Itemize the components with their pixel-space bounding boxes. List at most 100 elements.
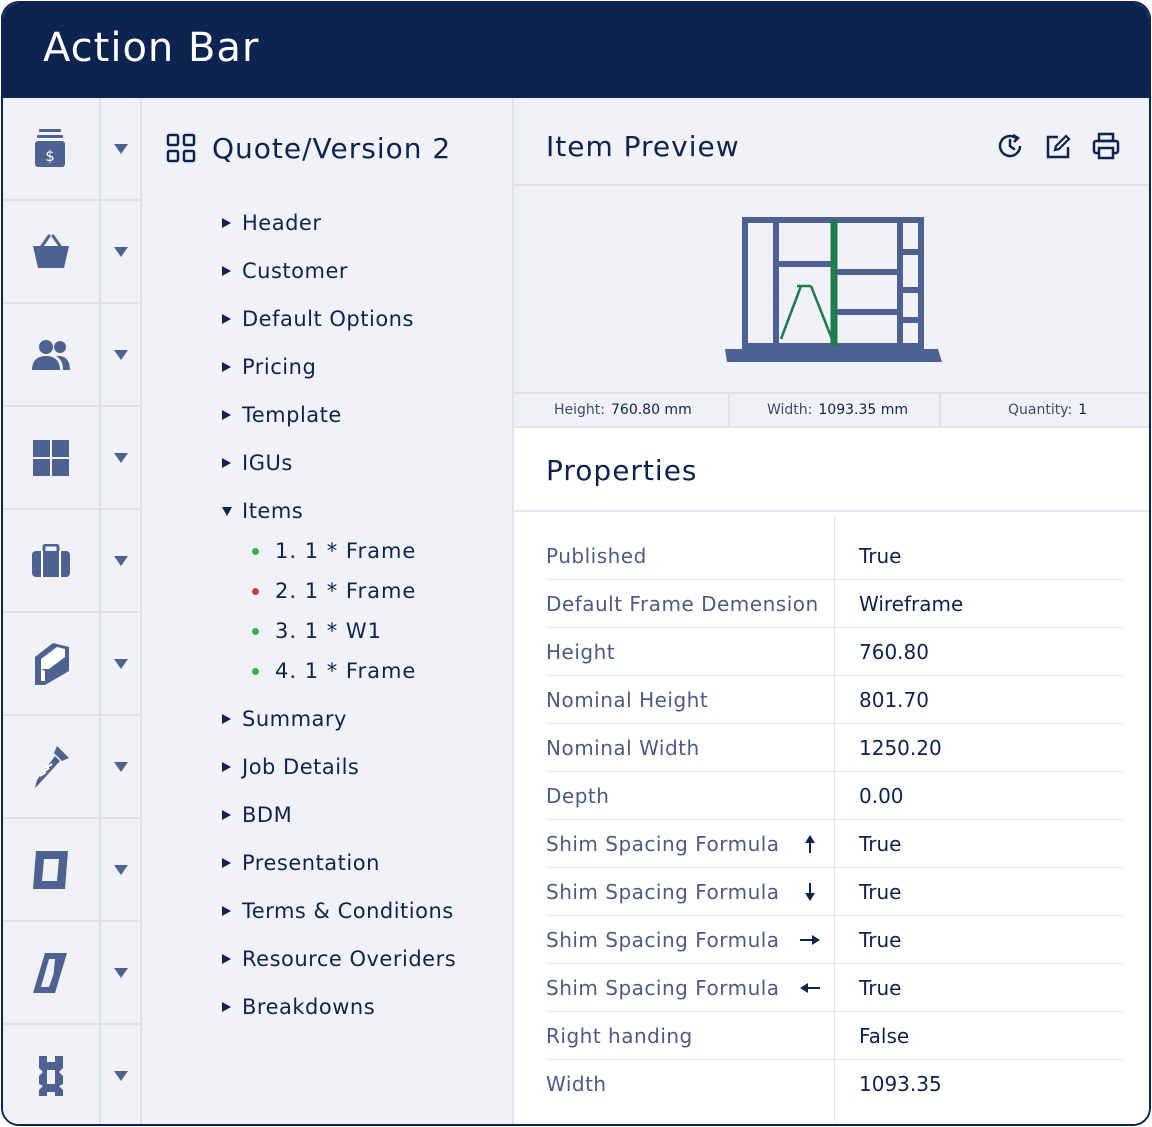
property-row[interactable]: Shim Spacing Formula True: [546, 916, 1122, 964]
tree-node-igus[interactable]: IGUs: [222, 448, 293, 478]
arrow-right-icon: [800, 935, 820, 945]
rail-item-frame[interactable]: [3, 819, 140, 922]
tree-node-items[interactable]: Items: [222, 496, 303, 526]
chevron-down-icon[interactable]: [113, 967, 128, 978]
rail-caret-cell: [101, 922, 140, 1023]
tree-node-breakdowns[interactable]: Breakdowns: [222, 992, 375, 1022]
tree-title: Quote/Version 2: [212, 131, 452, 165]
property-row[interactable]: Right handing False: [546, 1012, 1122, 1060]
users-icon: [32, 339, 70, 370]
history-icon[interactable]: [996, 132, 1024, 160]
tree-node-summary[interactable]: Summary: [222, 704, 347, 734]
property-key: Width: [546, 1072, 607, 1096]
rail-item-money[interactable]: $: [3, 98, 140, 201]
caret-right-icon: [222, 954, 242, 964]
window-title: Action Bar: [43, 25, 260, 71]
caret-down-icon: [222, 506, 242, 516]
rail-item-windows[interactable]: [3, 407, 140, 510]
rail-icon-cell: [3, 819, 99, 920]
tree-node-label: Items: [242, 499, 304, 523]
property-row[interactable]: Depth 0.00: [546, 772, 1122, 820]
tree-node-default-options[interactable]: Default Options: [222, 304, 414, 334]
tree-item-3[interactable]: 3. 1 * W1: [252, 616, 382, 646]
property-row[interactable]: Nominal Width 1250.20: [546, 724, 1122, 772]
chevron-down-icon[interactable]: [113, 555, 128, 566]
rail-icon-cell: [3, 716, 99, 817]
tree-item-label: 4. 1 * Frame: [275, 659, 417, 683]
tree-node-resource-overiders[interactable]: Resource Overiders: [222, 944, 456, 974]
tree-node-job-details[interactable]: Job Details: [222, 752, 359, 782]
caret-right-icon: [222, 362, 242, 372]
rail-icon-cell: [3, 510, 99, 611]
chevron-down-icon[interactable]: [113, 349, 128, 360]
caret-right-icon: [222, 810, 242, 820]
tree-node-terms[interactable]: Terms & Conditions: [222, 896, 454, 926]
tree-node-label: Resource Overiders: [242, 947, 457, 971]
edit-icon[interactable]: [1044, 132, 1072, 160]
rail-item-seal[interactable]: [3, 1025, 140, 1124]
grid-view-icon[interactable]: [166, 133, 196, 163]
tree-item-1[interactable]: 1. 1 * Frame: [252, 536, 416, 566]
tree-node-label: Terms & Conditions: [242, 899, 454, 923]
tree-node-label: Presentation: [242, 851, 380, 875]
tree-node-presentation[interactable]: Presentation: [222, 848, 380, 878]
property-key: Height: [546, 640, 616, 664]
property-key: Right handing: [546, 1024, 693, 1048]
property-value: True: [859, 880, 902, 904]
tree-item-4[interactable]: 4. 1 * Frame: [252, 656, 416, 686]
chevron-down-icon[interactable]: [113, 864, 128, 875]
rail-item-users[interactable]: [3, 304, 140, 407]
chevron-down-icon[interactable]: [113, 761, 128, 772]
tree-node-bdm[interactable]: BDM: [222, 800, 292, 830]
tree-node-header[interactable]: Header: [222, 208, 321, 238]
rail-item-screw[interactable]: [3, 716, 140, 819]
caret-right-icon: [222, 762, 242, 772]
arrow-left-icon: [800, 983, 820, 993]
rail-icon-cell: [3, 304, 99, 405]
tree-node-customer[interactable]: Customer: [222, 256, 348, 286]
print-icon[interactable]: [1092, 132, 1120, 160]
chevron-down-icon[interactable]: [113, 452, 128, 463]
property-row[interactable]: Default Frame Demension Wireframe: [546, 580, 1122, 628]
property-row[interactable]: Nominal Height 801.70: [546, 676, 1122, 724]
status-dot: [252, 667, 259, 675]
property-value: True: [859, 928, 902, 952]
chevron-down-icon[interactable]: [113, 658, 128, 669]
tree-node-pricing[interactable]: Pricing: [222, 352, 316, 382]
tree-node-label: Job Details: [242, 755, 360, 779]
property-key: Nominal Width: [546, 736, 700, 760]
screw-icon: [35, 745, 69, 788]
property-value: 801.70: [859, 688, 929, 712]
chevron-down-icon[interactable]: [113, 246, 128, 257]
rail-item-briefcase[interactable]: [3, 510, 140, 613]
property-row[interactable]: Published True: [546, 532, 1122, 580]
property-key: Default Frame Demension: [546, 592, 819, 616]
rail-item-profile[interactable]: [3, 613, 140, 716]
title-bar: Action Bar: [3, 3, 1149, 98]
rail-icon-cell: [3, 613, 99, 714]
rail-icon-cell: $: [3, 98, 99, 199]
item-panel: Item Preview: [514, 98, 1149, 1124]
caret-right-icon: [222, 266, 242, 276]
property-key: Shim Spacing Formula: [546, 880, 780, 904]
tree-node-template[interactable]: Template: [222, 400, 342, 430]
status-dot: [252, 587, 259, 595]
rail-item-bead[interactable]: [3, 922, 140, 1025]
tree-item-label: 3. 1 * W1: [275, 619, 383, 643]
property-row[interactable]: Width 1093.35: [546, 1060, 1122, 1108]
rail-caret-cell: [101, 716, 140, 817]
property-value: True: [859, 544, 902, 568]
tree-node-label: Summary: [242, 707, 347, 731]
property-key: Nominal Height: [546, 688, 709, 712]
quote-tree: Quote/Version 2 Header Customer Default …: [142, 98, 512, 1124]
property-row[interactable]: Shim Spacing Formula True: [546, 964, 1122, 1012]
rail-item-basket[interactable]: [3, 201, 140, 304]
arrow-up-icon: [805, 835, 815, 853]
chevron-down-icon[interactable]: [113, 143, 128, 154]
property-row[interactable]: Shim Spacing Formula True: [546, 820, 1122, 868]
chevron-down-icon[interactable]: [113, 1070, 128, 1081]
property-row[interactable]: Shim Spacing Formula True: [546, 868, 1122, 916]
dimension-bar: Height: 760.80 mm Width: 1093.35 mm Quan…: [514, 392, 1149, 428]
property-row[interactable]: Height 760.80: [546, 628, 1122, 676]
tree-item-2[interactable]: 2. 1 * Frame: [252, 576, 416, 606]
